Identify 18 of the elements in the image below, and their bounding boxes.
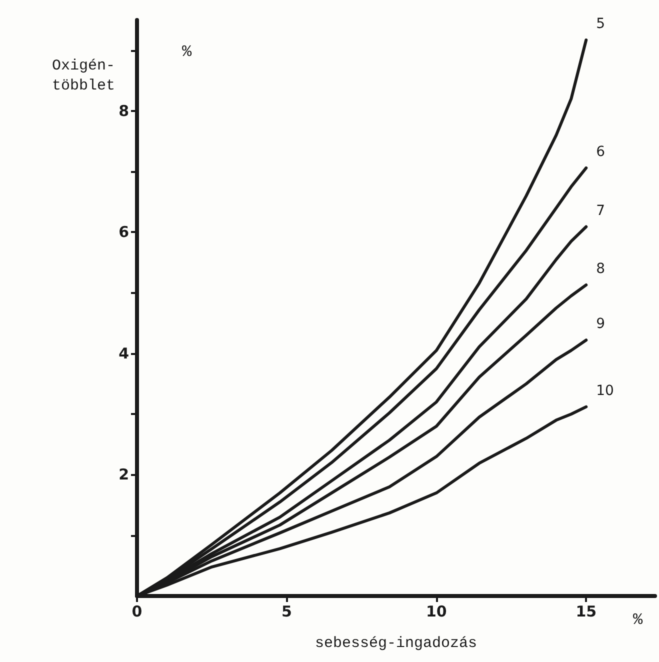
series-label: 10 <box>596 382 614 399</box>
x-tick-label: 5 <box>281 602 292 620</box>
y-tick-label: 4 <box>118 344 129 362</box>
x-axis-title: sebesség-ingadozás <box>314 635 478 652</box>
series-label: 6 <box>596 144 606 160</box>
series-label: 9 <box>596 316 606 332</box>
y-tick-label: 6 <box>118 223 129 242</box>
series-label: 8 <box>596 260 606 277</box>
x-tick-label: 15 <box>576 602 597 620</box>
series-label: 7 <box>596 202 606 219</box>
x-tick-label: 10 <box>426 602 447 620</box>
y-axis-title: Oxigén- többlet <box>52 58 115 94</box>
y-tick-label: 8 <box>118 102 129 120</box>
annotation: % <box>182 43 192 61</box>
series-label: 5 <box>596 16 606 32</box>
text: % <box>633 611 643 629</box>
x-tick-label: 0 <box>132 602 142 620</box>
y-tick-label: 2 <box>118 466 129 484</box>
